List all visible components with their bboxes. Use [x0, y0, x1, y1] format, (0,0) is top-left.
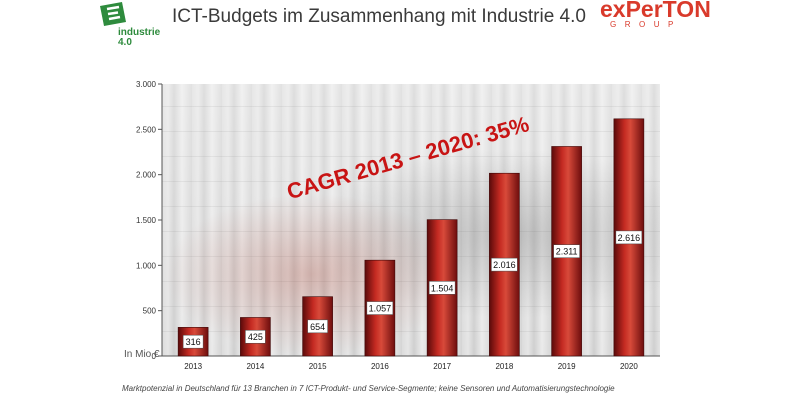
experton-logo-brand: exPerTON: [600, 0, 711, 22]
logo-line-1: industrie: [118, 27, 161, 38]
experton-logo: exPerTON GROUP: [600, 0, 711, 40]
industrie-4-logo-text: industrie 4.0: [118, 28, 160, 48]
data-label-box: [182, 334, 204, 349]
logo-line-2: 4.0: [118, 37, 132, 48]
x-tick-label: 2016: [371, 362, 389, 371]
y-tick-label: 0: [152, 352, 157, 361]
x-tick-label: 2017: [433, 362, 451, 371]
page-title: ICT-Budgets im Zusammenhang mit Industri…: [172, 6, 586, 27]
y-axis-unit-label: In Mio €: [124, 349, 160, 360]
data-label-box: [307, 319, 328, 334]
industrie-4-logo: industrie 4.0: [96, 0, 166, 52]
data-label-box: [366, 301, 394, 315]
x-tick-label: 2014: [246, 362, 264, 371]
x-tick-label: 2019: [558, 362, 576, 371]
chart-footnote: Marktpotenzial in Deutschland für 13 Bra…: [122, 384, 615, 393]
data-label-box: [553, 244, 580, 258]
data-label: 316: [186, 337, 201, 347]
data-label: 2.311: [556, 247, 578, 257]
x-tick-label: 2013: [184, 362, 202, 371]
data-label-box: [428, 281, 456, 295]
y-tick-label: 2.500: [136, 125, 157, 134]
y-tick-label: 1.000: [136, 261, 157, 270]
y-tick-label: 2.000: [136, 171, 157, 180]
data-label: 1.504: [431, 283, 454, 293]
industrie-4-logo-icon: [100, 2, 126, 26]
data-label-box: [245, 329, 266, 344]
y-tick-label: 500: [143, 307, 157, 316]
x-tick-label: 2015: [309, 362, 327, 371]
y-tick-label: 1.500: [136, 216, 157, 225]
data-label: 425: [248, 332, 263, 342]
data-label: 1.057: [369, 304, 392, 314]
x-tick-label: 2018: [495, 362, 513, 371]
data-label: 2.616: [618, 233, 641, 243]
data-label: 654: [310, 322, 325, 332]
y-tick-label: 3.000: [136, 80, 157, 89]
experton-logo-sub: GROUP: [610, 20, 682, 29]
data-label-box: [615, 230, 643, 245]
data-label-box: [491, 257, 518, 272]
x-tick-label: 2020: [620, 362, 638, 371]
data-label: 2.016: [493, 260, 516, 270]
data-labels: 316 425 654 1.057 1.504 2.016 2.311 2.616: [182, 230, 643, 349]
